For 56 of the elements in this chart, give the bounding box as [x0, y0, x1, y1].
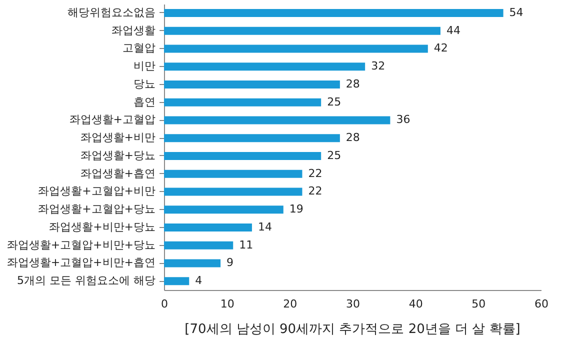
- text: [70세의 남성이 90세까지 추가적으로 20년을 더 살 확률]: [184, 322, 520, 337]
- bar: [164, 44, 428, 53]
- bar: [164, 98, 322, 106]
- bar: [164, 26, 440, 35]
- data-label: 22: [308, 166, 322, 180]
- y-tick-label: 좌업생활: [112, 24, 156, 37]
- y-tick-label: 흡연: [134, 95, 156, 108]
- y-tick-label: 좌업생활+고혈압+비만+흡연: [6, 256, 156, 270]
- bar: [164, 134, 340, 142]
- data-label: 42: [434, 42, 448, 55]
- x-tick-label: 10: [220, 298, 234, 310]
- y-tick-label: 좌업생활+고혈압+비만+당뇨: [6, 238, 156, 252]
- y-tick-label: 당뇨: [134, 77, 156, 90]
- bar: [164, 116, 390, 124]
- y-tick-label: 좌업생활+흡연: [80, 166, 156, 180]
- x-tick-label: 60: [534, 298, 548, 310]
- bar: [164, 152, 322, 160]
- y-tick-label: 좌업생활+고혈압+당뇨: [38, 202, 156, 216]
- data-label: 36: [396, 113, 410, 126]
- x-tick-label: 30: [346, 298, 360, 310]
- data-label: 4: [195, 274, 202, 288]
- data-label: 25: [327, 148, 342, 162]
- data-label: 9: [226, 256, 234, 270]
- x-tick-label: 40: [408, 298, 423, 310]
- data-label: 32: [371, 60, 386, 73]
- data-label: 54: [509, 6, 524, 19]
- bar: [164, 80, 340, 88]
- bar: [164, 241, 234, 250]
- y-tick-label: 고혈압: [122, 42, 156, 55]
- y-tick-label: 5개의 모든 위험요소에 해당: [17, 274, 156, 288]
- x-tick-label: 0: [161, 298, 168, 310]
- bar: [164, 8, 504, 17]
- bar: [164, 170, 302, 178]
- bar: [164, 188, 302, 196]
- data-label: 19: [289, 202, 304, 216]
- y-tick-label: 좌업생활+당뇨: [80, 148, 156, 162]
- data-label: 22: [308, 184, 322, 198]
- x-tick-label: 20: [283, 298, 298, 310]
- bar: [164, 223, 252, 232]
- y-tick-label: 좌업생활+고혈압+비만: [38, 184, 156, 198]
- y-tick-label: 해당위험요소없음: [68, 6, 156, 19]
- data-label: 28: [346, 77, 360, 90]
- data-label: 44: [446, 24, 460, 37]
- y-tick-label: 좌업생활+비만: [80, 131, 156, 144]
- y-tick-label: 좌업생활+고혈압: [69, 113, 156, 126]
- bar: [164, 206, 284, 214]
- data-label: 11: [239, 238, 254, 252]
- data-label: 28: [346, 131, 360, 144]
- data-label: 14: [258, 220, 272, 234]
- x-tick-label: 50: [472, 298, 486, 310]
- bar: [164, 62, 366, 71]
- y-tick-label: 비만: [134, 60, 156, 73]
- data-label: 25: [327, 95, 342, 108]
- y-tick-label: 좌업생활+비만+당뇨: [49, 220, 156, 234]
- bar: [164, 259, 221, 268]
- bar: [164, 277, 190, 286]
